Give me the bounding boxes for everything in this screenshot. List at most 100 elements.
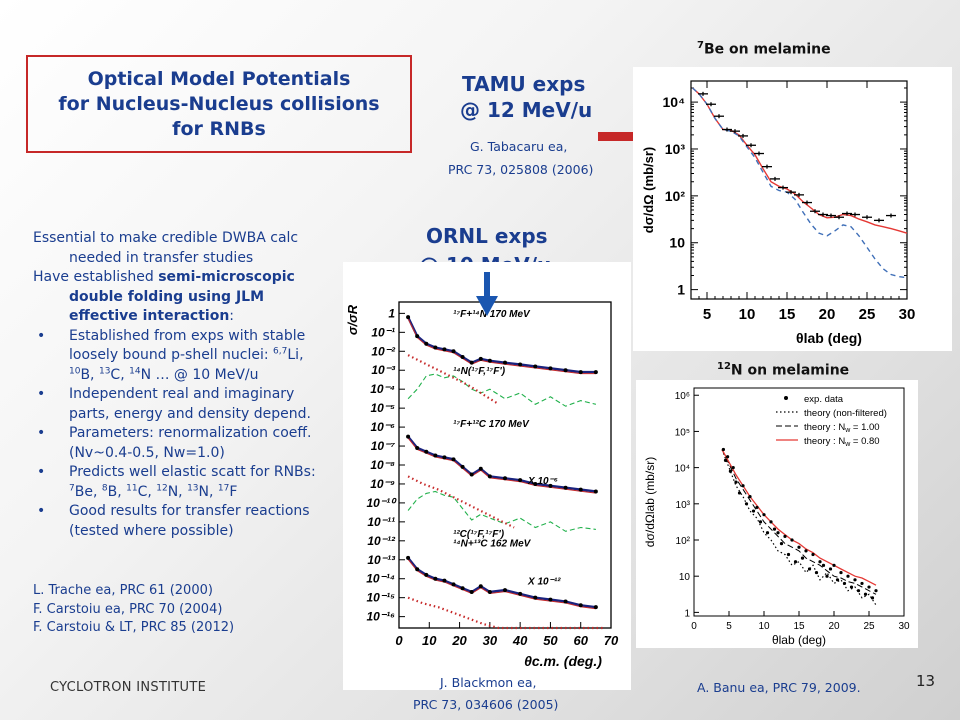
n12-data-point: [856, 589, 861, 593]
ornl-data-point: [533, 481, 538, 486]
be7-y-tick-label: 10²: [665, 188, 686, 204]
body-line: 7Be, 8B, 11C, 12N, 13N, 17F: [69, 482, 238, 500]
ornl-arrow: [476, 272, 498, 316]
n12-theory-nw080: [721, 449, 877, 586]
ornl-y-tick-label: 10⁻³: [371, 363, 396, 377]
ornl-data-point: [451, 349, 456, 354]
n12-data-point: [828, 567, 833, 571]
n12-data-point: [728, 469, 732, 473]
ornl-x-tick-label: 20: [451, 633, 467, 648]
ornl-data-point: [451, 582, 456, 587]
reference-list: L. Trache ea, PRC 61 (2000) F. Carstoiu …: [33, 582, 234, 638]
ornl-data-point: [578, 487, 583, 492]
body-line: needed in transfer studies: [69, 249, 254, 266]
n12-y-axis-label: dσ/dΩlab (mb/sr): [643, 457, 657, 547]
ornl-plot-panel: 0 10 20 30 40 50 60 70 1 10⁻¹ 10⁻² 10⁻³ 10⁻⁴ 10⁻⁵ 10⁻⁶…: [343, 262, 631, 690]
be7-y-tick-label: 10⁴: [663, 94, 686, 110]
ornl-data-point: [460, 464, 465, 469]
n12-data-point: [825, 574, 829, 578]
ornl-data-point: [503, 476, 507, 481]
be7-x-tick-label: 25: [859, 306, 876, 323]
ornl-y-tick-label: 10⁻¹⁰: [367, 496, 398, 510]
ornl-curve-group1-inelastic: [407, 373, 597, 407]
n12-data-point: [737, 491, 742, 495]
title-box: Optical Model Potentials for Nucleus-Nuc…: [26, 55, 412, 153]
be7-x-tick-label: 30: [899, 306, 916, 323]
ornl-data-point: [451, 457, 456, 462]
n12-data-point: [772, 527, 777, 531]
n12-legend-entry: theory (non-filtered): [804, 408, 887, 419]
n12-data-point: [755, 505, 759, 510]
body-line: (tested where possible): [69, 522, 234, 539]
ornl-data-point: [487, 589, 492, 594]
ornl-data-point: [518, 362, 523, 367]
ornl-data-point: [442, 578, 447, 583]
n12-data-point: [867, 585, 871, 589]
be7-theory-dashed: [692, 87, 908, 279]
n12-data-point: [832, 563, 836, 567]
ornl-fit-group2-elastic: [407, 437, 596, 494]
ornl-y-tick-label: 1: [388, 306, 395, 320]
n12-data-point: [835, 578, 840, 582]
n12-theory-non-filtered: [721, 449, 877, 606]
n12-data-point: [853, 578, 857, 582]
n12-y-tick-label: 1: [684, 608, 690, 619]
ornl-data-point: [469, 589, 474, 594]
page-number: 13: [916, 672, 936, 690]
ornl-x-tick-label: 50: [543, 633, 558, 648]
ornl-y-tick-label: 10⁻¹⁵: [366, 591, 395, 605]
ornl-x-tick-label: 30: [483, 633, 498, 648]
ornl-heading-1: ORNL exps: [426, 224, 548, 248]
title-line-3: for RNBs: [172, 117, 266, 140]
bullet-item: Predicts well elastic scatt for RNBs:: [33, 463, 363, 483]
body-line: Have established semi-microscopic: [33, 269, 295, 285]
ornl-data-point: [518, 591, 523, 596]
body-line: parts, energy and density depend.: [69, 405, 311, 422]
ornl-x-tick-label: 10: [422, 633, 437, 648]
body-line: double folding using JLM: [69, 288, 265, 305]
n12-plot-panel: 0 5 10 15 20 25 30 1 10 10² 10³ 10⁴ 10⁵ 10⁶ dσ/dΩlab (…: [636, 380, 918, 648]
ornl-data-point: [415, 445, 420, 450]
ornl-curve-group2-dotted: [407, 475, 515, 529]
ornl-data-point: [478, 584, 483, 589]
ornl-data-point: [548, 483, 553, 488]
n12-data-point: [846, 574, 850, 578]
ornl-data-point: [478, 356, 483, 361]
be7-x-tick-label: 10: [739, 306, 756, 323]
n12-data-point: [779, 542, 784, 546]
reference-item: F. Carstoiu ea, PRC 70 (2004): [33, 601, 223, 617]
ornl-data-point: [460, 354, 465, 359]
n12-data-point: [860, 581, 864, 586]
ornl-y-tick-label: 10⁻¹⁴: [366, 572, 395, 586]
ornl-curve-group3-elastic: [407, 557, 597, 609]
ornl-data-point: [563, 368, 568, 373]
n12-data-point: [751, 509, 756, 513]
ornl-y-tick-label: 10⁻¹: [371, 325, 395, 339]
ornl-data-point: [433, 345, 438, 350]
ornl-data-point: [424, 572, 429, 577]
ornl-data-point: [415, 334, 420, 339]
n12-legend-marker-data: [784, 396, 788, 400]
ornl-curve-group3-dotted: [407, 596, 605, 630]
be7-label: 7Be on melamine: [697, 40, 831, 58]
ornl-annotation: ¹⁷F+¹²C 170 MeV: [453, 419, 530, 430]
ornl-data-point: [487, 358, 492, 363]
be7-x-tick-label: 15: [779, 306, 796, 323]
n12-x-axis-label: θlab (deg): [772, 633, 826, 647]
n12-y-tick-label: 10⁴: [675, 464, 690, 475]
n12-data-point: [734, 480, 738, 484]
ornl-data-point: [533, 595, 538, 600]
n12-data-point: [765, 531, 770, 535]
ornl-curve-group2-inelastic: [407, 490, 596, 532]
ornl-x-tick-label: 40: [512, 633, 528, 648]
n12-data-point: [793, 560, 798, 564]
n12-x-tick-label: 5: [726, 621, 732, 632]
n12-data-point: [811, 552, 815, 557]
ornl-data-point: [469, 360, 474, 365]
ornl-data-point: [460, 586, 465, 591]
ornl-annotation: ¹⁴N+¹³C 162 MeV: [453, 539, 532, 550]
n12-plot: 0 5 10 15 20 25 30 1 10 10² 10³ 10⁴ 10⁵ 10⁶ dσ/dΩlab (…: [643, 387, 910, 647]
ornl-data-point: [406, 434, 411, 439]
n12-data-point: [863, 592, 868, 596]
n12-data-point: [748, 494, 752, 499]
